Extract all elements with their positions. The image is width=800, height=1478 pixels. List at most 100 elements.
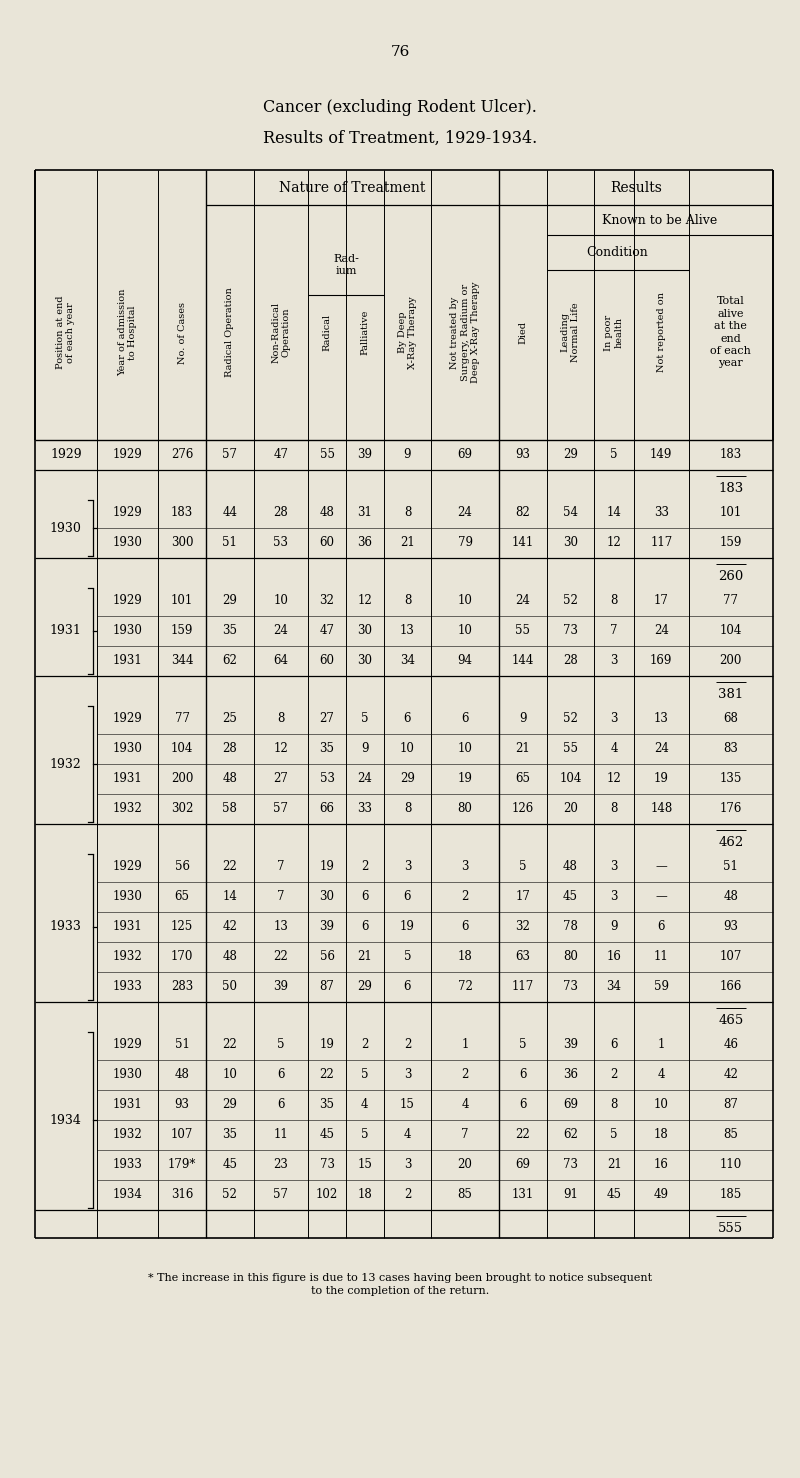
Text: 23: 23 [274,1159,288,1172]
Text: 1: 1 [658,1039,665,1051]
Text: 1929: 1929 [113,712,142,726]
Text: 283: 283 [171,980,193,993]
Text: Condition: Condition [586,245,649,259]
Text: 56: 56 [319,950,334,964]
Text: Not treated by
Surgery, Radium or
Deep X-Ray Therapy: Not treated by Surgery, Radium or Deep X… [450,282,480,383]
Text: 21: 21 [400,537,415,550]
Text: 36: 36 [563,1069,578,1082]
Text: 46: 46 [723,1039,738,1051]
Text: —: — [655,860,667,873]
Text: 22: 22 [320,1069,334,1082]
Text: 159: 159 [171,625,193,637]
Text: 85: 85 [458,1188,473,1202]
Text: 65: 65 [515,773,530,785]
Text: 53: 53 [274,537,288,550]
Text: 6: 6 [404,891,411,903]
Text: 69: 69 [563,1098,578,1111]
Text: 34: 34 [400,655,415,668]
Text: Total
alive
at the
end
of each
year: Total alive at the end of each year [710,297,751,368]
Text: 73: 73 [563,625,578,637]
Text: 9: 9 [610,921,618,934]
Text: 52: 52 [222,1188,237,1202]
Text: 35: 35 [319,1098,334,1111]
Text: 85: 85 [723,1129,738,1141]
Text: 29: 29 [222,1098,237,1111]
Text: Position at end
of each year: Position at end of each year [56,296,75,370]
Text: 1932: 1932 [113,803,142,816]
Text: 45: 45 [319,1129,334,1141]
Text: 1932: 1932 [113,950,142,964]
Text: 5: 5 [519,1039,526,1051]
Text: 101: 101 [720,507,742,519]
Text: 1: 1 [462,1039,469,1051]
Text: 465: 465 [718,1014,743,1027]
Text: 22: 22 [515,1129,530,1141]
Text: 48: 48 [222,950,237,964]
Text: 12: 12 [606,537,622,550]
Text: 22: 22 [222,860,237,873]
Text: 12: 12 [358,594,372,607]
Text: 48: 48 [723,891,738,903]
Text: 76: 76 [390,44,410,59]
Text: 10: 10 [654,1098,669,1111]
Text: 77: 77 [174,712,190,726]
Text: 6: 6 [277,1069,285,1082]
Text: 5: 5 [361,1129,369,1141]
Text: 6: 6 [277,1098,285,1111]
Text: 13: 13 [654,712,669,726]
Text: 33: 33 [358,803,372,816]
Text: 1934: 1934 [113,1188,142,1202]
Text: 5: 5 [361,1069,369,1082]
Text: 2: 2 [361,1039,369,1051]
Text: 6: 6 [404,980,411,993]
Text: 28: 28 [274,507,288,519]
Text: 3: 3 [404,860,411,873]
Text: 53: 53 [319,773,334,785]
Text: Radical Operation: Radical Operation [225,288,234,377]
Text: —: — [655,891,667,903]
Text: 3: 3 [610,860,618,873]
Text: 45: 45 [222,1159,237,1172]
Text: 93: 93 [723,921,738,934]
Text: 6: 6 [658,921,665,934]
Text: Rad-
ium: Rad- ium [333,254,359,276]
Text: 57: 57 [274,1188,288,1202]
Text: 183: 183 [720,448,742,461]
Text: 51: 51 [723,860,738,873]
Text: 104: 104 [171,742,193,755]
Text: 5: 5 [610,1129,618,1141]
Text: 11: 11 [274,1129,288,1141]
Text: 56: 56 [174,860,190,873]
Text: 7: 7 [277,860,285,873]
Text: 1934: 1934 [50,1113,82,1126]
Text: 12: 12 [274,742,288,755]
Text: 1930: 1930 [113,742,142,755]
Text: 17: 17 [515,891,530,903]
Text: 1930: 1930 [113,625,142,637]
Text: 20: 20 [458,1159,473,1172]
Text: 7: 7 [610,625,618,637]
Text: 19: 19 [458,773,473,785]
Text: 135: 135 [719,773,742,785]
Text: 10: 10 [400,742,415,755]
Text: 117: 117 [650,537,672,550]
Text: 10: 10 [458,625,473,637]
Text: 1929: 1929 [113,1039,142,1051]
Text: 18: 18 [654,1129,669,1141]
Text: 79: 79 [458,537,473,550]
Text: Cancer (excluding Rodent Ulcer).: Cancer (excluding Rodent Ulcer). [263,99,537,115]
Text: 20: 20 [563,803,578,816]
Text: 6: 6 [361,921,369,934]
Text: 1930: 1930 [113,537,142,550]
Text: 555: 555 [718,1222,743,1234]
Text: 185: 185 [720,1188,742,1202]
Text: 8: 8 [610,594,618,607]
Text: 12: 12 [606,773,622,785]
Text: 2: 2 [462,891,469,903]
Text: 18: 18 [458,950,473,964]
Text: 4: 4 [404,1129,411,1141]
Text: Results of Treatment, 1929-1934.: Results of Treatment, 1929-1934. [263,130,537,146]
Text: 22: 22 [274,950,288,964]
Text: 28: 28 [222,742,237,755]
Text: 39: 39 [563,1039,578,1051]
